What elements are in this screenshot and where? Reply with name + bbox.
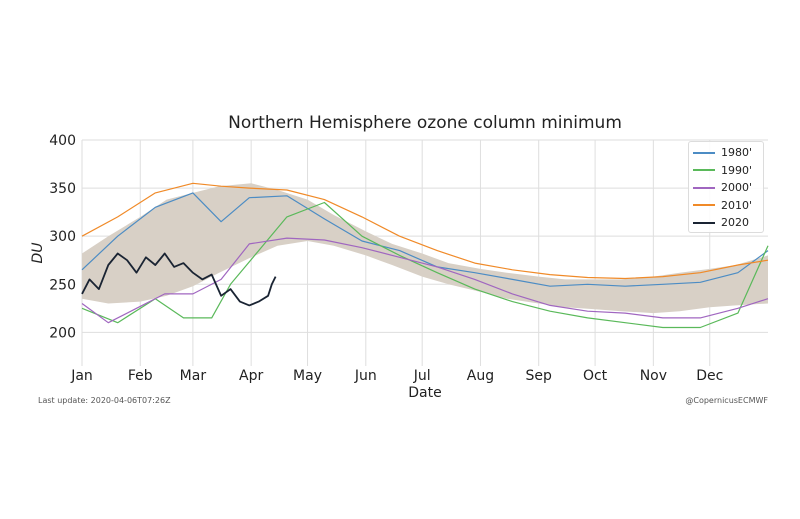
x-tick-label: May xyxy=(293,368,322,384)
legend-label: 2010' xyxy=(721,198,753,212)
legend-entry: 1990' xyxy=(693,162,759,180)
chart-title: Northern Hemisphere ozone column minimum xyxy=(228,113,622,133)
series-line xyxy=(81,182,769,280)
x-tick-label: Mar xyxy=(180,368,207,384)
legend-entry: 1980' xyxy=(693,144,759,162)
x-tick-label: Feb xyxy=(128,368,153,384)
x-tick-label: Apr xyxy=(239,368,263,384)
legend-label: 1980' xyxy=(721,146,753,160)
legend-swatch xyxy=(693,186,715,189)
series-line xyxy=(81,192,769,287)
x-tick-label: Jan xyxy=(70,368,93,384)
x-tick-label: Dec xyxy=(696,368,723,384)
legend-label: 1990' xyxy=(721,163,753,177)
y-tick-label: 400 xyxy=(49,133,76,149)
legend-swatch xyxy=(693,151,715,154)
y-tick-label: 200 xyxy=(49,325,76,341)
legend-swatch xyxy=(693,169,715,172)
legend-label: 2020 xyxy=(721,216,749,230)
legend-label: 2000' xyxy=(721,181,753,195)
legend-entry: 2020 xyxy=(693,214,759,232)
x-tick-label: Sep xyxy=(526,368,553,384)
credit-label: @CopernicusECMWF xyxy=(685,396,768,405)
series-line xyxy=(81,201,769,329)
series-line xyxy=(81,252,277,307)
x-tick-label: Nov xyxy=(640,368,667,384)
legend-entry: 2010' xyxy=(693,197,759,215)
legend-entry: 2000' xyxy=(693,179,759,197)
y-tick-label: 300 xyxy=(49,229,76,245)
legend-swatch xyxy=(693,221,715,224)
last-update-label: Last update: 2020-04-06T07:26Z xyxy=(38,396,171,405)
x-tick-label: Aug xyxy=(467,368,494,384)
chart-legend: 1980' 1990' 2000' 2010' 2020 xyxy=(688,141,764,233)
series-line xyxy=(81,237,769,324)
climatology-band xyxy=(82,183,768,314)
legend-swatch xyxy=(693,204,715,207)
x-axis-label: Date xyxy=(408,385,441,401)
y-tick-label: 250 xyxy=(49,277,76,293)
y-axis-label: DU xyxy=(30,242,46,263)
x-tick-label: Jun xyxy=(354,368,377,384)
x-tick-label: Oct xyxy=(583,368,608,384)
x-tick-label: Jul xyxy=(413,368,431,384)
y-tick-label: 350 xyxy=(49,181,76,197)
